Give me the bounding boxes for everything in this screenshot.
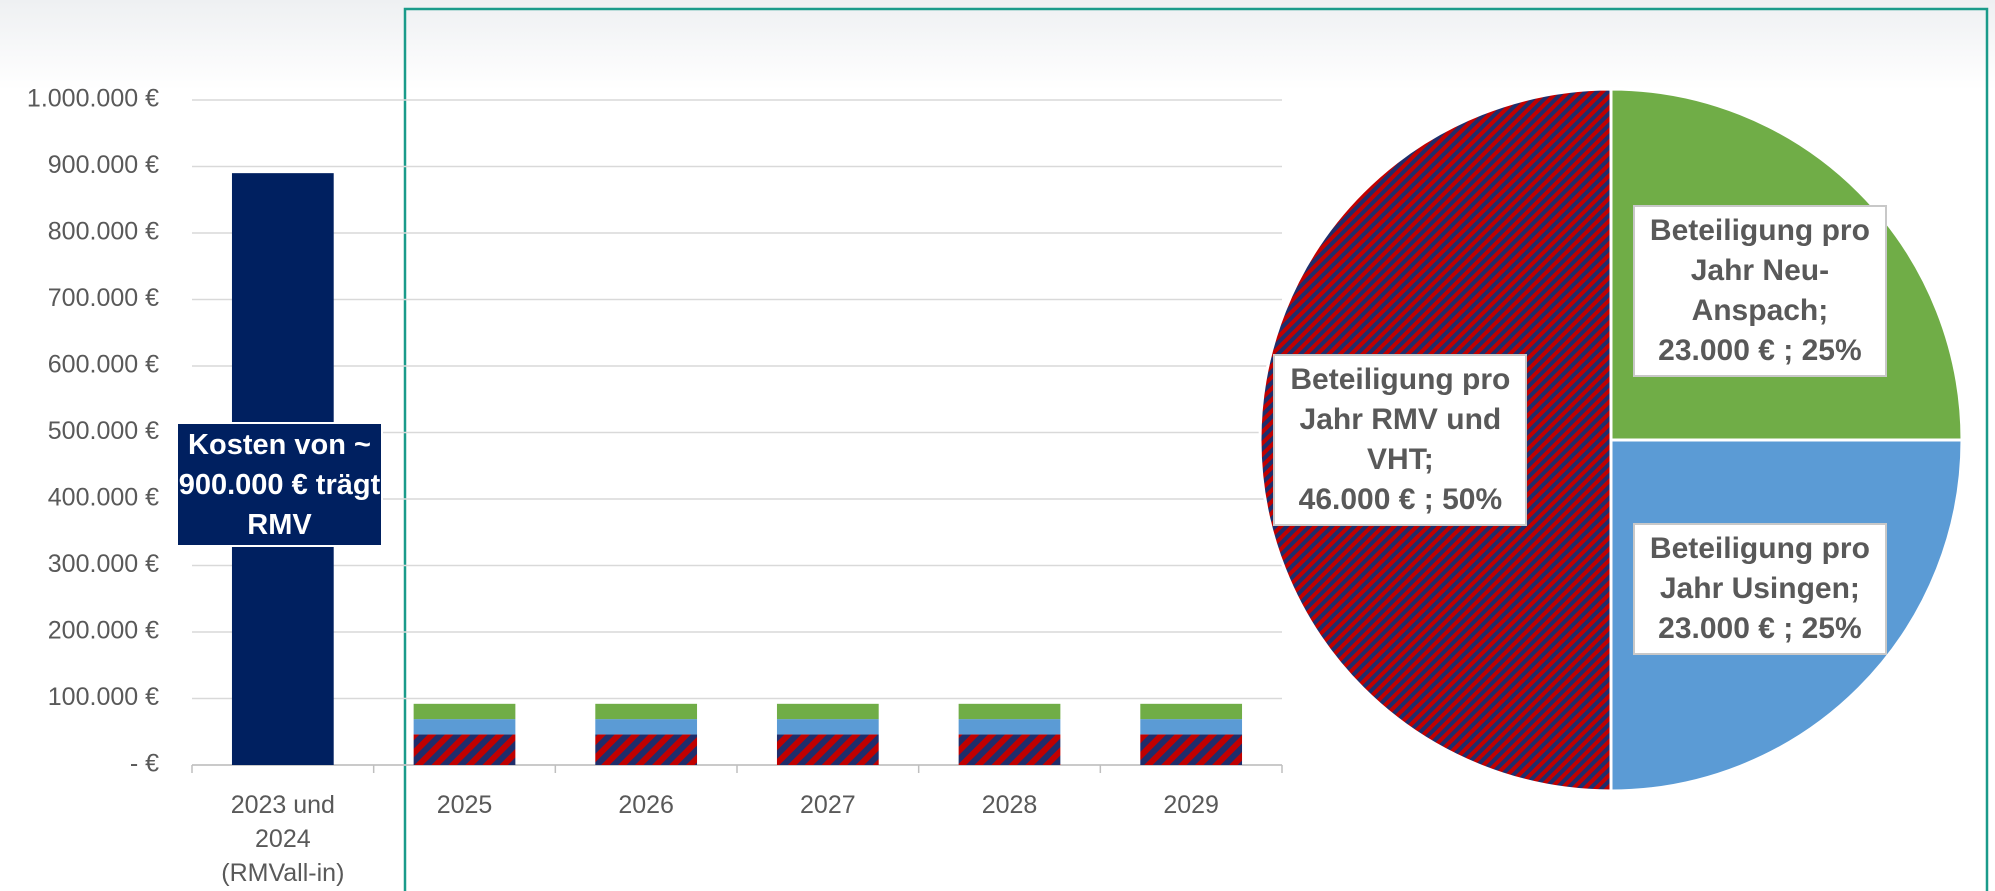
data-label: Beteiligung pro Jahr Neu-Anspach; 23.000 … bbox=[1632, 205, 1887, 378]
x-tick-label: 2029 bbox=[1163, 791, 1219, 819]
bar bbox=[595, 719, 698, 735]
bar bbox=[776, 719, 879, 735]
bar bbox=[413, 734, 516, 765]
bar bbox=[1140, 703, 1243, 720]
bar bbox=[958, 719, 1061, 735]
x-tick-label: 2025 bbox=[436, 791, 493, 819]
y-tick-label: 100.000 € bbox=[48, 683, 159, 711]
y-tick-label: 400.000 € bbox=[48, 484, 159, 512]
slice-name: Beteiligung pro Jahr Neu-Anspach; bbox=[1649, 214, 1870, 328]
x-tick-label: 2028 bbox=[981, 791, 1038, 819]
bar bbox=[958, 703, 1061, 720]
slice-name: Beteiligung pro Jahr Usingen; bbox=[1649, 531, 1870, 605]
data-label: Beteiligung pro Jahr RMV und VHT; 46.000 … bbox=[1273, 354, 1528, 526]
value-label: 46.000 € ; 50% bbox=[1298, 483, 1503, 516]
y-tick-label: - € bbox=[130, 750, 159, 778]
annotation: Kosten von ~ 900.000 € trägt RMV bbox=[176, 422, 383, 547]
y-tick-label: 1.000.000 € bbox=[27, 85, 159, 113]
bar bbox=[1140, 734, 1243, 765]
value-label: 23.000 € ; 25% bbox=[1658, 611, 1862, 645]
x-tick-label: 2026 bbox=[618, 791, 674, 819]
x-tick-label: 2023 und 2024 (RMVall-in) bbox=[221, 791, 345, 887]
bar bbox=[776, 734, 879, 765]
y-tick-label: 300.000 € bbox=[48, 550, 159, 578]
bar bbox=[413, 703, 516, 720]
x-tick-label: 2027 bbox=[800, 791, 856, 819]
y-tick-label: 900.000 € bbox=[48, 151, 159, 179]
bar bbox=[1140, 719, 1243, 735]
slice-name: Beteiligung pro Jahr RMV und VHT; bbox=[1290, 363, 1511, 476]
data-label: Beteiligung pro Jahr Usingen; 23.000 € ; … bbox=[1632, 522, 1887, 655]
bar bbox=[958, 734, 1061, 765]
y-tick-label: 800.000 € bbox=[48, 218, 159, 246]
bar bbox=[776, 703, 879, 720]
y-tick-label: 600.000 € bbox=[48, 351, 159, 379]
bar bbox=[413, 719, 516, 735]
y-tick-label: 200.000 € bbox=[48, 617, 159, 645]
y-tick-label: 500.000 € bbox=[48, 417, 159, 445]
bar bbox=[595, 734, 698, 765]
value-label: 23.000 € ; 25% bbox=[1658, 334, 1862, 368]
frame bbox=[403, 7, 1989, 891]
y-tick-label: 700.000 € bbox=[48, 284, 159, 312]
bar bbox=[595, 703, 698, 720]
